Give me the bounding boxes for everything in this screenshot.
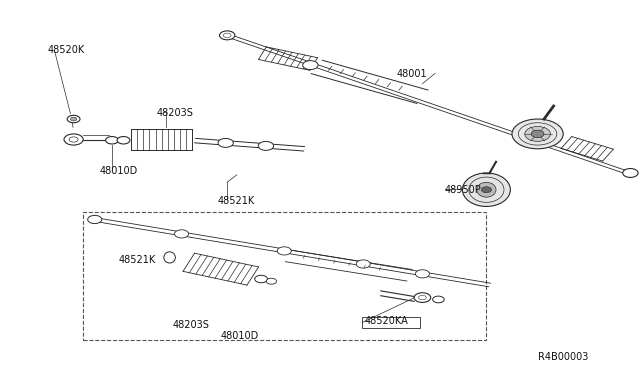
Text: 48521K: 48521K <box>218 196 255 206</box>
Text: 48950P: 48950P <box>445 185 481 195</box>
Circle shape <box>69 137 78 142</box>
Text: 48010D: 48010D <box>99 166 138 176</box>
Circle shape <box>258 141 274 150</box>
Circle shape <box>106 137 118 144</box>
Circle shape <box>220 31 235 40</box>
Text: 48001: 48001 <box>397 70 428 79</box>
Circle shape <box>303 61 318 70</box>
Text: R4B00003: R4B00003 <box>538 352 588 362</box>
Text: 48520K: 48520K <box>48 45 85 55</box>
Circle shape <box>481 187 492 193</box>
Circle shape <box>64 134 83 145</box>
Text: 48520KA: 48520KA <box>365 316 408 326</box>
Ellipse shape <box>462 173 511 206</box>
Circle shape <box>415 270 429 278</box>
Circle shape <box>218 138 234 147</box>
Circle shape <box>67 115 80 123</box>
Circle shape <box>419 295 426 300</box>
Circle shape <box>175 230 189 238</box>
Circle shape <box>223 33 231 38</box>
Circle shape <box>88 215 102 224</box>
Circle shape <box>356 260 371 268</box>
Circle shape <box>277 247 291 255</box>
Circle shape <box>433 296 444 303</box>
Circle shape <box>414 293 431 302</box>
Circle shape <box>525 126 550 141</box>
Ellipse shape <box>164 252 175 263</box>
Text: 48203S: 48203S <box>173 321 210 330</box>
Ellipse shape <box>477 182 496 197</box>
Bar <box>362 317 420 328</box>
Text: 48203S: 48203S <box>157 109 194 118</box>
Circle shape <box>531 130 544 138</box>
Circle shape <box>266 278 276 284</box>
Text: 48521K: 48521K <box>118 256 156 265</box>
Circle shape <box>623 169 638 177</box>
Circle shape <box>70 117 77 121</box>
Circle shape <box>512 119 563 149</box>
Circle shape <box>255 275 268 283</box>
Circle shape <box>117 137 130 144</box>
Text: 48010D: 48010D <box>221 331 259 340</box>
Bar <box>83 212 486 340</box>
